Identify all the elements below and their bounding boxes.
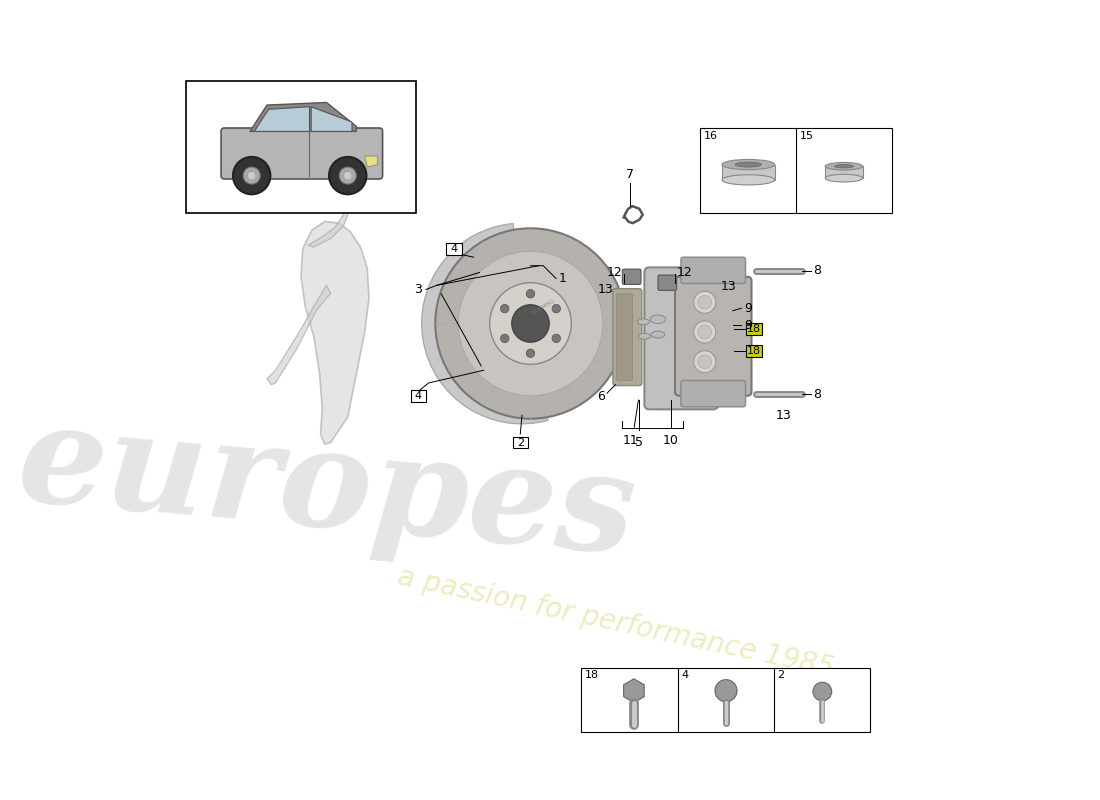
Ellipse shape [722,159,774,170]
Text: 4: 4 [681,670,689,680]
Text: 12: 12 [606,266,623,279]
Circle shape [436,228,626,418]
Text: 18: 18 [747,325,761,334]
Circle shape [697,355,712,369]
Text: 16: 16 [704,131,718,142]
Circle shape [526,290,535,298]
Text: 4: 4 [450,244,458,254]
Circle shape [339,167,356,184]
Text: 5: 5 [636,436,644,449]
Circle shape [697,325,712,338]
FancyBboxPatch shape [681,257,746,283]
Ellipse shape [735,162,761,167]
Text: 2: 2 [778,670,784,680]
Bar [186,82,416,213]
Circle shape [526,349,535,358]
Bar [410,390,426,402]
Bar [747,323,761,335]
Text: 9: 9 [745,302,752,314]
FancyBboxPatch shape [616,294,632,381]
Circle shape [715,680,737,702]
Text: 15: 15 [800,131,814,142]
Circle shape [233,157,271,194]
Text: 13: 13 [776,409,791,422]
Polygon shape [254,106,309,131]
Polygon shape [308,174,365,247]
FancyBboxPatch shape [221,128,383,179]
Text: 8: 8 [813,387,821,401]
Circle shape [500,334,509,342]
Polygon shape [624,679,645,702]
Text: 18: 18 [747,346,761,356]
Text: 13: 13 [598,283,614,296]
Text: 18: 18 [585,670,600,680]
Circle shape [694,321,716,343]
Text: 8: 8 [813,264,821,278]
Text: BREMBO: BREMBO [530,298,557,315]
Polygon shape [301,222,368,444]
Circle shape [552,304,561,313]
Text: 11: 11 [623,434,639,447]
Circle shape [343,171,352,180]
Ellipse shape [638,334,650,339]
Circle shape [694,291,716,314]
Polygon shape [365,156,377,167]
Bar [582,668,870,731]
Text: 2: 2 [517,438,524,447]
Polygon shape [267,286,331,385]
Circle shape [697,295,712,309]
Circle shape [813,682,832,701]
FancyBboxPatch shape [623,269,641,284]
Ellipse shape [835,165,854,168]
Ellipse shape [638,319,649,325]
Bar [513,437,528,449]
Circle shape [243,167,261,184]
Bar [701,128,892,213]
Text: 13: 13 [720,281,737,294]
Text: a passion for performance 1985: a passion for performance 1985 [395,562,836,682]
FancyBboxPatch shape [675,277,751,396]
Circle shape [248,171,256,180]
Text: 3: 3 [414,283,421,296]
Polygon shape [250,102,356,131]
Text: 10: 10 [663,434,679,447]
Circle shape [459,251,603,396]
Circle shape [484,286,560,362]
FancyBboxPatch shape [658,275,676,290]
Circle shape [512,305,549,342]
Text: 1: 1 [559,272,566,285]
Ellipse shape [651,331,664,338]
Text: 4: 4 [415,390,422,401]
Text: europes: europes [12,395,640,583]
Text: 6: 6 [597,390,605,403]
Bar [722,165,774,180]
Text: 12: 12 [676,266,692,279]
Bar [447,242,462,254]
Circle shape [490,282,571,364]
Text: 9: 9 [745,318,752,332]
Circle shape [552,334,561,342]
Ellipse shape [825,174,862,182]
FancyBboxPatch shape [645,267,718,410]
FancyBboxPatch shape [681,381,746,407]
Ellipse shape [650,315,666,323]
Ellipse shape [825,162,862,170]
Circle shape [694,350,716,373]
Circle shape [500,304,509,313]
Ellipse shape [722,174,774,185]
Text: 7: 7 [626,168,634,181]
Bar [825,166,862,178]
Bar [747,345,761,357]
Wedge shape [421,223,548,424]
Circle shape [329,157,366,194]
Polygon shape [311,106,352,131]
FancyBboxPatch shape [613,289,641,386]
